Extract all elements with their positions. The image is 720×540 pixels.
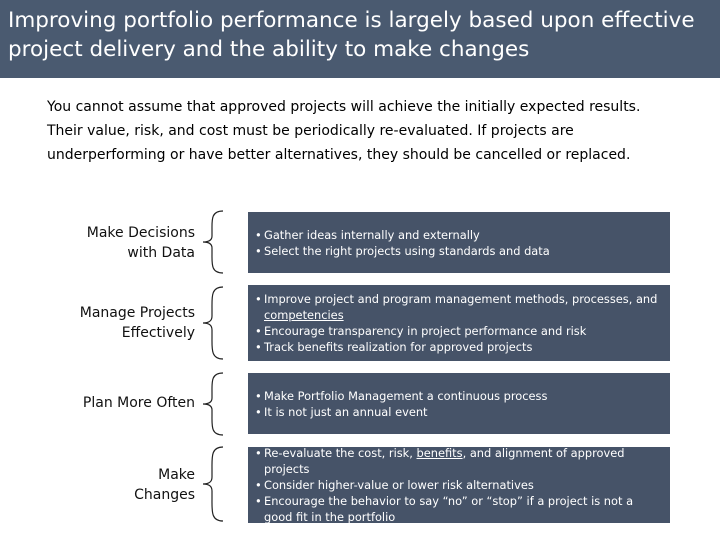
bullet-item: Encourage transparency in project perfor…	[255, 323, 664, 339]
bullet-item: Make Portfolio Management a continuous p…	[255, 388, 664, 404]
row-label-line: Make Decisions	[86, 225, 195, 241]
curly-brace-icon	[202, 372, 224, 436]
row-label-line: Effectively	[121, 325, 195, 341]
intro-line: You cannot assume that approved projects…	[47, 99, 641, 115]
bullet-item: Re-evaluate the cost, risk, benefits, an…	[255, 445, 664, 477]
row-box-manage-projects: Improve project and program management m…	[248, 285, 670, 361]
row-box-make-changes: Re-evaluate the cost, risk, benefits, an…	[248, 445, 670, 525]
curly-brace-icon	[202, 446, 224, 522]
row-label-line: Manage Projects	[79, 305, 195, 321]
bullet-item: Gather ideas internally and externally	[255, 227, 664, 243]
curly-brace-icon	[202, 210, 224, 274]
bullet-item: Encourage the behavior to say “no” or “s…	[255, 493, 664, 525]
bullet-text: , and alignment of approved projects	[264, 446, 625, 476]
bullet-text: Improve project and program management m…	[264, 292, 658, 306]
curly-brace-icon	[202, 286, 224, 360]
row-box-plan-more-often: Make Portfolio Management a continuous p…	[248, 373, 670, 434]
row-label-make-decisions: Make Decisions with Data	[25, 223, 195, 263]
row-label-line: with Data	[127, 245, 195, 261]
bullet-item: Improve project and program management m…	[255, 291, 664, 323]
row-label-plan-more-often: Plan More Often	[25, 393, 195, 413]
page-title: Improving portfolio performance is large…	[8, 8, 695, 62]
row-label-line: Plan More Often	[82, 395, 195, 411]
bullet-item: Consider higher-value or lower risk alte…	[255, 477, 664, 493]
underlined-word: benefits	[416, 446, 463, 460]
bullet-item: Select the right projects using standard…	[255, 243, 664, 259]
row-label-make-changes: Make Changes	[25, 465, 195, 505]
row-label-line: Changes	[134, 487, 195, 503]
intro-line: Their value, risk, and cost must be peri…	[47, 123, 574, 139]
underlined-word: competencies	[264, 308, 344, 322]
title-bar: Improving portfolio performance is large…	[0, 0, 720, 78]
intro-line: underperforming or have better alternati…	[47, 147, 631, 163]
intro-paragraph: You cannot assume that approved projects…	[47, 95, 687, 167]
bullet-text: Re-evaluate the cost, risk,	[264, 446, 417, 460]
row-label-manage-projects: Manage Projects Effectively	[25, 303, 195, 343]
row-label-line: Make	[158, 467, 195, 483]
bullet-item: It is not just an annual event	[255, 404, 664, 420]
bullet-item: Track benefits realization for approved …	[255, 339, 664, 355]
row-box-make-decisions: Gather ideas internally and externally S…	[248, 212, 670, 273]
